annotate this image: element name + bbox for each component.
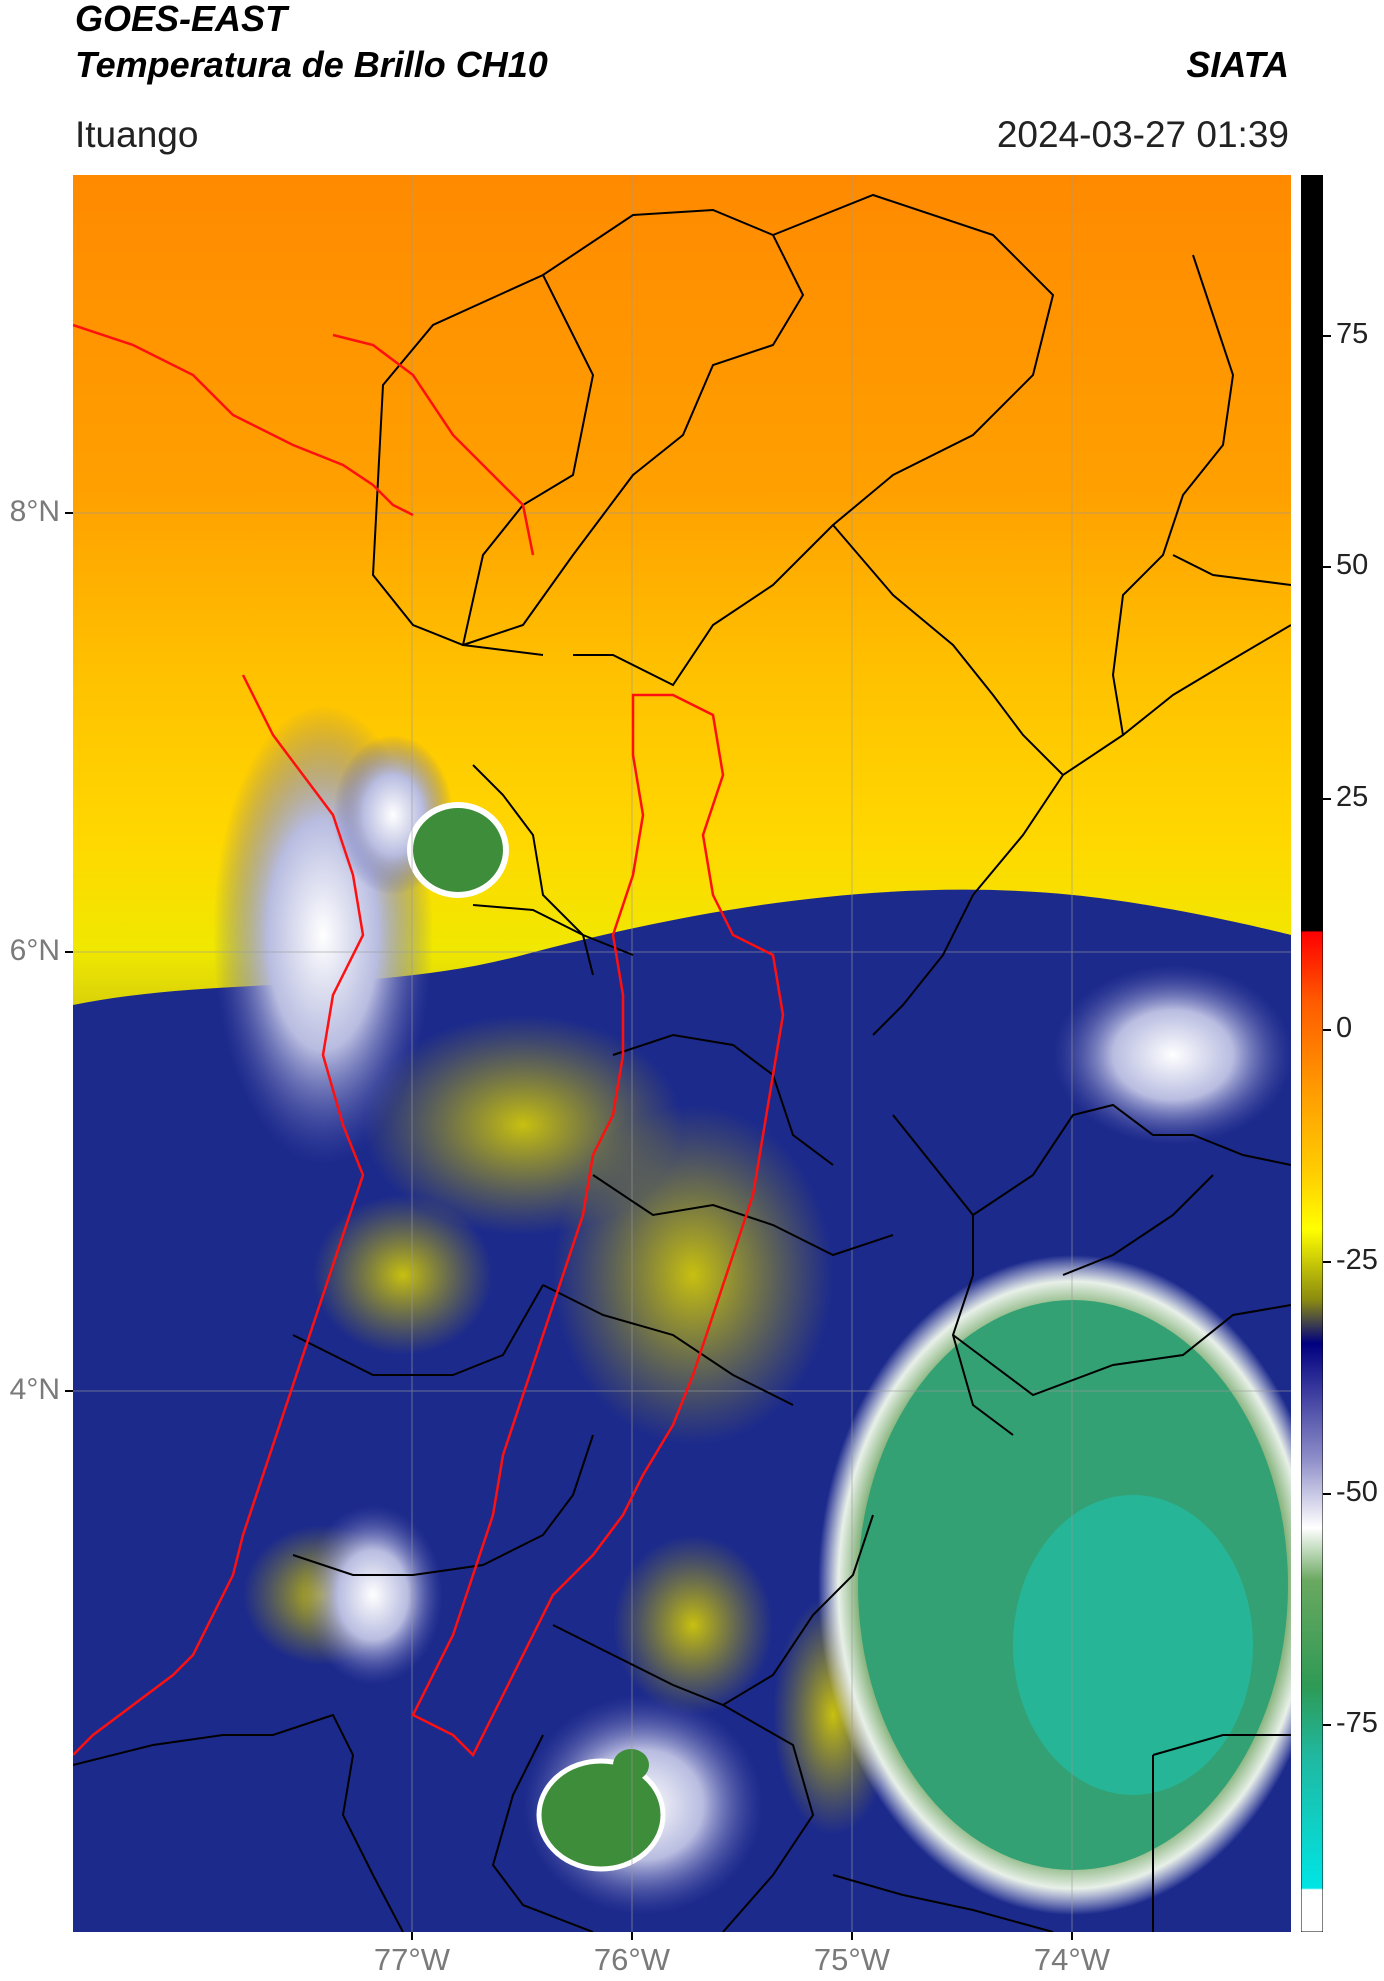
colorbar-label-neg50: -50 xyxy=(1336,1476,1378,1508)
colorbar-tick xyxy=(1323,1261,1331,1263)
colorbar-label-0: 0 xyxy=(1336,1012,1353,1044)
colorbar-label-neg25: -25 xyxy=(1336,1244,1378,1276)
lon-label-74w: 74°W xyxy=(1033,1942,1111,1977)
colorbar-label-neg75: -75 xyxy=(1336,1707,1378,1739)
colorbar-tick xyxy=(1323,335,1331,337)
colorbar-tick xyxy=(1323,798,1331,800)
brand-label: SIATA xyxy=(1186,44,1289,85)
colorbar-label-50: 50 xyxy=(1336,549,1369,581)
timestamp-label: 2024-03-27 01:39 xyxy=(996,114,1289,155)
colorbar-tick xyxy=(1323,1493,1331,1495)
lat-label-4n: 4°N xyxy=(9,1373,60,1406)
colorbar-tick xyxy=(1323,1724,1331,1726)
lat-tick xyxy=(65,1390,73,1392)
lat-tick xyxy=(65,512,73,514)
lon-label-77w: 77°W xyxy=(373,1942,451,1977)
lon-tick xyxy=(631,1932,633,1940)
lon-tick xyxy=(411,1932,413,1940)
lon-label-75w: 75°W xyxy=(813,1942,891,1977)
location-label: Ituango xyxy=(75,114,199,155)
lon-label-76w: 76°W xyxy=(593,1942,671,1977)
lat-label-6n: 6°N xyxy=(9,934,60,967)
product-title: GOES-EAST xyxy=(75,0,288,39)
lat-label-8n: 8°N xyxy=(9,495,60,528)
colorbar-label-75: 75 xyxy=(1336,318,1369,350)
colorbar xyxy=(1301,175,1323,1932)
lon-tick xyxy=(1071,1932,1073,1940)
colorbar-tick xyxy=(1323,566,1331,568)
lat-tick xyxy=(65,951,73,953)
colorbar-label-25: 25 xyxy=(1336,781,1369,813)
product-subtitle: Temperatura de Brillo CH10 xyxy=(75,44,548,85)
colorbar-tick xyxy=(1323,1029,1331,1031)
satellite-map xyxy=(73,175,1291,1932)
lon-tick xyxy=(851,1932,853,1940)
